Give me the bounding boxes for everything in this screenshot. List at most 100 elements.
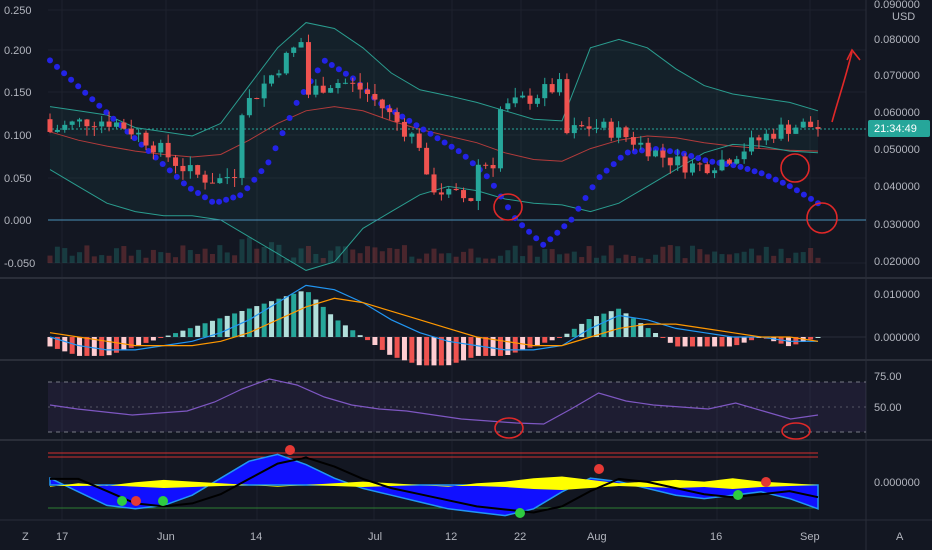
time-axis-tick: Jul	[368, 531, 382, 543]
macd-histogram-bar	[741, 337, 747, 343]
macd-histogram-bar	[328, 314, 334, 337]
volume-bar	[269, 242, 275, 263]
auto-scale-icon[interactable]: A	[896, 531, 904, 543]
candle-body	[357, 82, 363, 90]
macd-histogram-bar	[69, 337, 75, 354]
macd-pane[interactable]: 0.010000 0.000000	[47, 284, 920, 366]
sar-dot	[110, 115, 117, 122]
price-pane[interactable]: 0.250 0.200 0.150 0.100 0.050 0.000 -0.0…	[4, 0, 930, 271]
sar-dot	[237, 192, 244, 199]
sar-dot	[505, 204, 511, 211]
sar-dot	[279, 130, 286, 137]
volume-bar	[298, 248, 304, 263]
candle-body	[387, 108, 393, 113]
buy-marker	[158, 496, 168, 506]
candle-body	[697, 163, 703, 165]
oscillator-pane[interactable]: 0.000000	[48, 445, 920, 518]
time-axis-tick: Sep	[800, 531, 820, 543]
macd-histogram-bar	[689, 337, 695, 347]
buy-marker	[117, 496, 127, 506]
volume-bar	[800, 252, 806, 263]
candle-body	[616, 127, 622, 138]
candle-body	[638, 142, 644, 145]
volume-bar	[69, 255, 75, 263]
sar-dot	[89, 96, 96, 103]
sar-dot	[82, 89, 89, 96]
left-axis-tick: -0.050	[4, 258, 35, 270]
candle-body	[712, 170, 718, 174]
macd-histogram-bar	[313, 299, 319, 337]
macd-histogram-bar	[106, 337, 112, 356]
time-axis-tick: 17	[56, 531, 68, 543]
sar-dot	[758, 170, 765, 177]
left-price-axis: 0.250 0.200 0.150 0.100 0.050 0.000 -0.0…	[4, 5, 35, 270]
sar-dot	[695, 155, 702, 162]
candle-body	[601, 121, 607, 128]
candle-body	[608, 121, 614, 138]
candle-body	[542, 84, 548, 99]
candle-body	[726, 159, 732, 164]
volume-bar	[778, 248, 784, 263]
volume-bar	[697, 249, 703, 263]
macd-histogram-bar	[424, 337, 430, 366]
volume-bar	[653, 254, 659, 263]
candle-body	[291, 47, 297, 53]
time-axis[interactable]: 17 Jun 14 Jul 12 22 Aug 16 Sep Z A	[22, 531, 904, 543]
candle-body	[217, 178, 223, 184]
volume-bar	[749, 248, 755, 263]
volume-bar	[719, 254, 725, 263]
sar-dot	[688, 153, 695, 159]
left-axis-tick: 0.100	[4, 130, 32, 142]
macd-histogram-bar	[461, 337, 467, 361]
volume-bar	[808, 247, 814, 263]
candle-body	[475, 164, 481, 201]
annotation-circle	[493, 193, 523, 221]
candle-body	[106, 121, 112, 127]
macd-histogram-bar	[187, 328, 193, 337]
candle-body	[165, 142, 171, 158]
sar-dot	[519, 222, 526, 229]
sar-dot	[342, 70, 349, 77]
sar-dot	[96, 102, 103, 109]
volume-bar	[793, 252, 799, 263]
macd-histogram-bar	[586, 318, 592, 337]
bollinger-upper-line	[49, 22, 819, 137]
macd-histogram-bar	[62, 337, 68, 352]
volume-bar	[608, 245, 614, 263]
macd-histogram-bar	[209, 320, 215, 337]
currency-label: USD	[892, 11, 915, 23]
macd-histogram-bar	[47, 337, 53, 347]
volume-bar	[682, 258, 688, 263]
candle-body	[150, 145, 156, 153]
candle-body	[335, 82, 341, 89]
sar-dot	[624, 149, 631, 156]
candle-body	[202, 174, 208, 183]
right-price-axis[interactable]: 0.090000 0.080000 0.070000 0.060000 0.05…	[868, 0, 930, 268]
candle-body	[557, 79, 563, 93]
macd-histogram-bar	[357, 335, 363, 337]
macd-histogram-bar	[165, 335, 171, 337]
macd-histogram-bar	[91, 337, 97, 356]
candle-body	[438, 192, 444, 195]
volume-bar	[261, 246, 267, 263]
candle-body	[365, 89, 371, 94]
sar-dot	[427, 130, 434, 137]
candle-body	[534, 98, 540, 104]
volume-bar	[136, 249, 142, 263]
candle-body	[520, 95, 526, 98]
volume-bar	[675, 246, 681, 263]
candle-body	[586, 126, 592, 129]
rsi-pane[interactable]: 75.00 50.00	[48, 371, 902, 440]
volume-bar	[712, 251, 718, 263]
macd-histogram-bar	[320, 306, 326, 337]
volume-bar	[84, 245, 90, 263]
macd-histogram-bar	[438, 337, 444, 366]
candle-body	[372, 93, 378, 100]
volume-bar	[601, 255, 607, 263]
volume-bar	[113, 248, 119, 263]
volume-bar	[180, 245, 186, 263]
macd-histogram-bar	[571, 328, 577, 337]
candle-body	[682, 156, 688, 173]
zoom-icon[interactable]: Z	[22, 531, 29, 543]
